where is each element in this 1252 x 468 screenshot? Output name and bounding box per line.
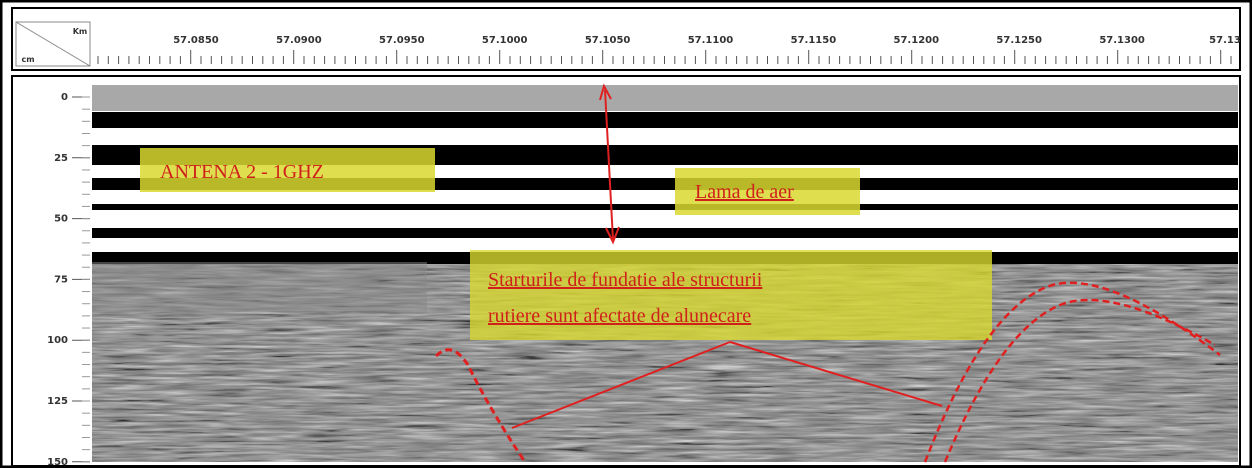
air-gap-label: Lama de aer xyxy=(695,181,794,203)
ruler-label: 57.0900 xyxy=(276,35,322,46)
ruler-label: 57.1050 xyxy=(585,35,631,46)
ruler-label: 57.0950 xyxy=(379,35,425,46)
ruler-label: 57.1100 xyxy=(688,35,734,46)
ruler-label: 57.1200 xyxy=(894,35,940,46)
radargram-screenshot: Km cm 57.0850 57.0900 57.0950 57.1000 57.105… xyxy=(0,0,1252,468)
reflection-band xyxy=(92,112,1238,128)
depth-label: 25 xyxy=(54,153,68,164)
reflection-band xyxy=(92,204,1238,210)
ruler-label: 57.1150 xyxy=(791,35,837,46)
ruler-label: 57.1250 xyxy=(996,35,1042,46)
slide-label: rutiere sunt afectate de alunecare xyxy=(488,305,751,327)
x-unit: Km xyxy=(73,27,88,36)
depth-label: 150 xyxy=(47,457,68,468)
depth-label: 75 xyxy=(54,274,68,285)
ruler-label: 57.0850 xyxy=(173,35,219,46)
ruler-label: 57.1300 xyxy=(1099,35,1145,46)
depth-label: 0 xyxy=(61,92,68,103)
depth-label: 125 xyxy=(47,396,68,407)
ruler-label: 57.1000 xyxy=(482,35,528,46)
slide-label: Starturile de fundatie ale structurii xyxy=(488,269,763,291)
antenna-label: ANTENA 2 - 1GHZ xyxy=(160,161,324,183)
depth-label: 50 xyxy=(54,214,68,225)
y-unit: cm xyxy=(21,55,34,64)
ruler-label: 57.13 xyxy=(1209,35,1241,46)
reflection-band xyxy=(92,228,1238,238)
depth-label: 100 xyxy=(47,335,68,346)
